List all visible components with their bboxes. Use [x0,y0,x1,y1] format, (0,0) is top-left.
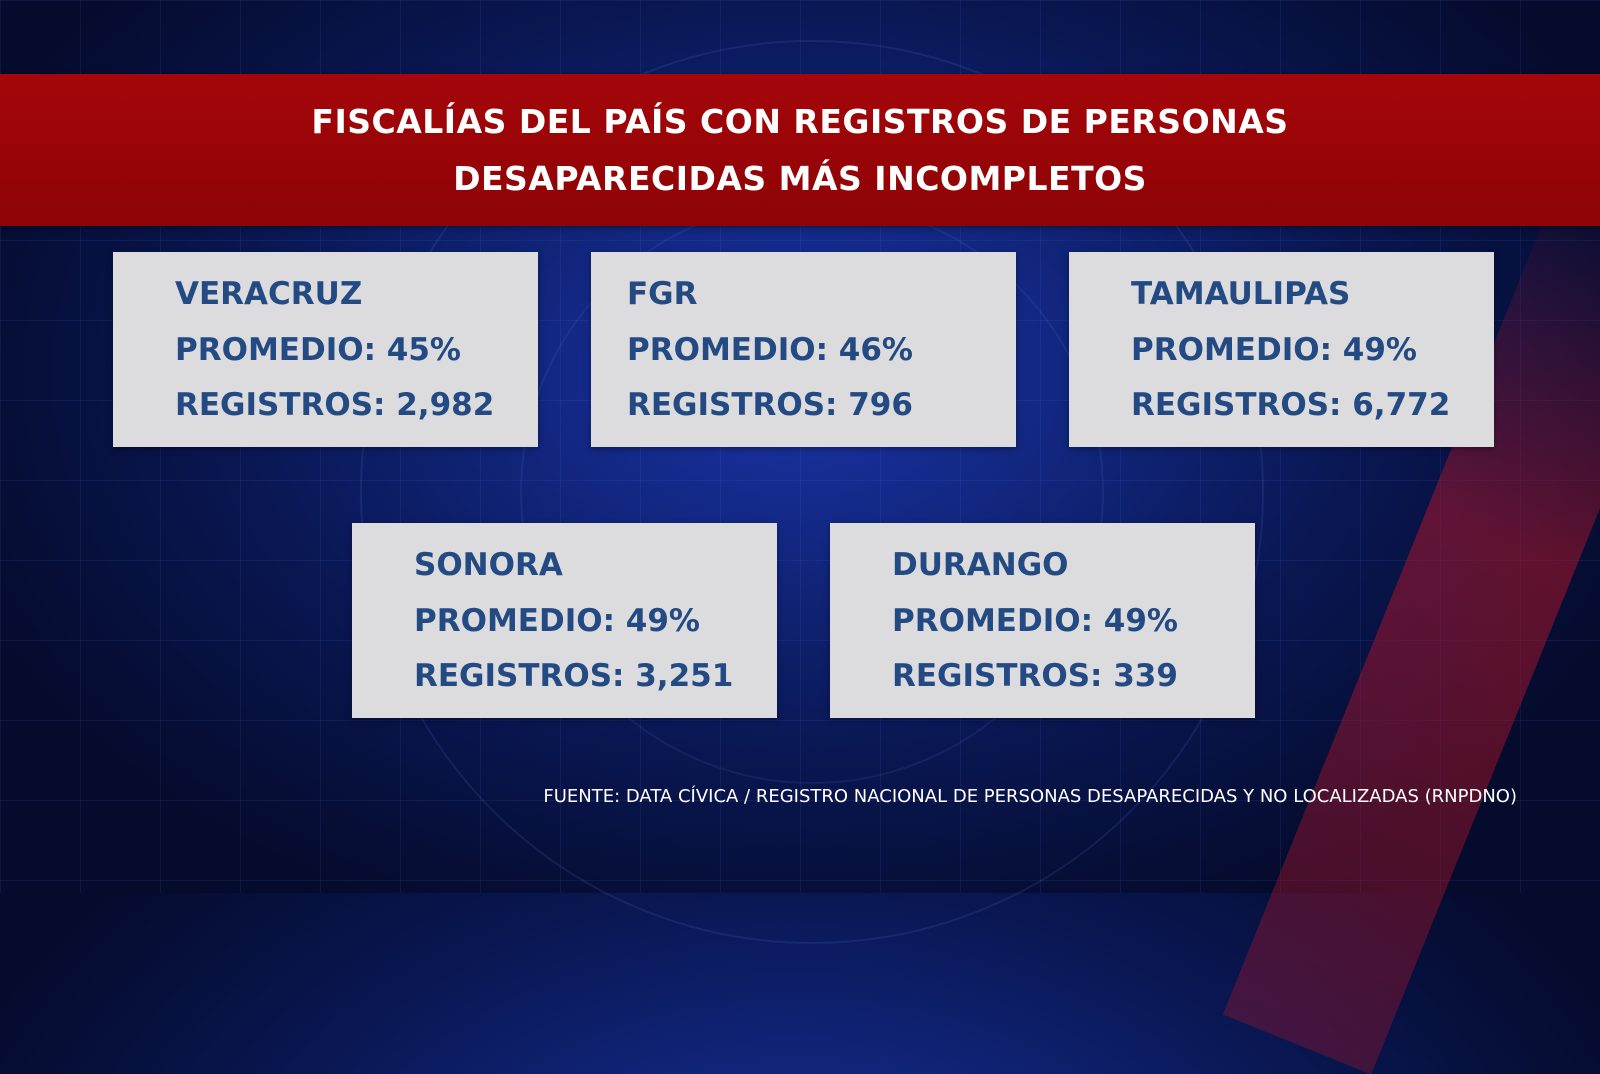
card-promedio: PROMEDIO: 49% [892,603,1178,639]
card-name: DURANGO [892,547,1069,583]
card-name: FGR [627,276,698,312]
card-registros: REGISTROS: 2,982 [175,387,495,423]
card-durango: DURANGO PROMEDIO: 49% REGISTROS: 339 [830,523,1255,718]
title-line-2: DESAPARECIDAS MÁS INCOMPLETOS [453,159,1147,198]
card-fgr: FGR PROMEDIO: 46% REGISTROS: 796 [591,252,1016,447]
title-banner: FISCALÍAS DEL PAÍS CON REGISTROS DE PERS… [0,74,1600,226]
source-caption: FUENTE: DATA CÍVICA / REGISTRO NACIONAL … [543,786,1517,807]
card-sonora: SONORA PROMEDIO: 49% REGISTROS: 3,251 [352,523,777,718]
card-promedio: PROMEDIO: 45% [175,332,461,368]
card-registros: REGISTROS: 6,772 [1131,387,1451,423]
card-registros: REGISTROS: 796 [627,387,913,423]
card-registros: REGISTROS: 339 [892,658,1178,694]
card-veracruz: VERACRUZ PROMEDIO: 45% REGISTROS: 2,982 [113,252,538,447]
card-name: TAMAULIPAS [1131,276,1351,312]
card-promedio: PROMEDIO: 49% [414,603,700,639]
card-registros: REGISTROS: 3,251 [414,658,734,694]
card-promedio: PROMEDIO: 49% [1131,332,1417,368]
card-promedio: PROMEDIO: 46% [627,332,913,368]
card-name: SONORA [414,547,563,583]
card-name: VERACRUZ [175,276,363,312]
card-tamaulipas: TAMAULIPAS PROMEDIO: 49% REGISTROS: 6,77… [1069,252,1494,447]
title-line-1: FISCALÍAS DEL PAÍS CON REGISTROS DE PERS… [311,102,1289,141]
